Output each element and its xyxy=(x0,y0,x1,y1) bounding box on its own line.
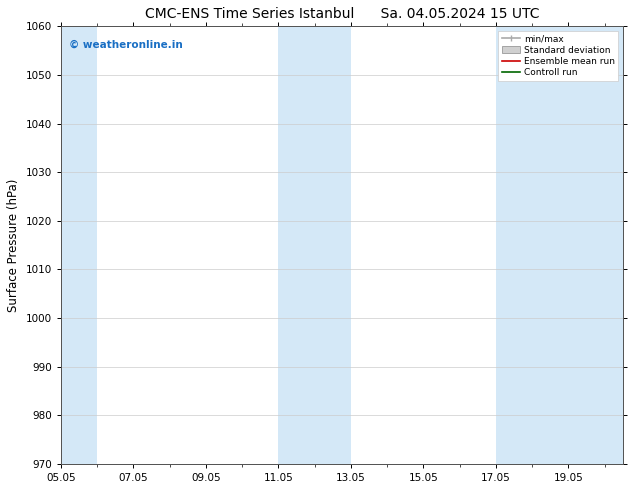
Y-axis label: Surface Pressure (hPa): Surface Pressure (hPa) xyxy=(7,178,20,312)
Text: © weatheronline.in: © weatheronline.in xyxy=(69,39,183,49)
Bar xyxy=(278,26,351,464)
Legend: min/max, Standard deviation, Ensemble mean run, Controll run: min/max, Standard deviation, Ensemble me… xyxy=(498,31,618,81)
Title: CMC-ENS Time Series Istanbul      Sa. 04.05.2024 15 UTC: CMC-ENS Time Series Istanbul Sa. 04.05.2… xyxy=(145,7,539,21)
Bar xyxy=(496,26,626,464)
Bar xyxy=(57,26,97,464)
